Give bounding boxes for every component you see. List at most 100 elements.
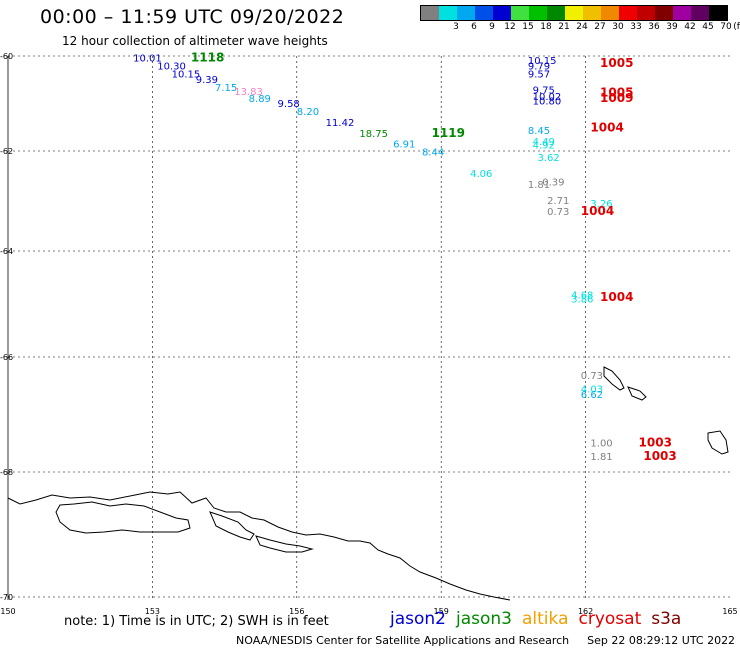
wave-height-label: 10.15 (172, 70, 201, 81)
wave-height-label: 18.75 (359, 129, 388, 140)
lon-tick-label: 159 (434, 607, 449, 616)
wave-height-label: 1.81 (528, 180, 550, 191)
wave-height-label: 10.01 (133, 53, 162, 64)
pass-label: 1004 (590, 120, 623, 134)
pass-label: 1119 (432, 126, 465, 140)
scale-label: 70 (720, 22, 732, 32)
pass-label: 1005 (600, 85, 633, 99)
coastline-path (7, 491, 511, 601)
scale-label: 27 (594, 22, 606, 32)
scale-swatch (655, 6, 673, 20)
wave-height-label: 13.83 (234, 87, 263, 98)
satellite-legend-item: jason3 (456, 609, 512, 629)
wave-height-label: 9.58 (278, 99, 300, 110)
pass-label: 1003 (639, 435, 672, 449)
wave-height-label: 4.03 (581, 385, 603, 396)
wave-height-label: 10.30 (157, 61, 186, 72)
pass-label: 1004 (581, 204, 614, 218)
credit-text: NOAA/NESDIS Center for Satellite Applica… (236, 634, 570, 647)
map-title: 00:00 – 11:59 UTC 09/20/2022 (40, 6, 345, 28)
map-tick-labels: 150 153 156 159 162 165 -60 -62 -64 -66 -68 -70 (0, 52, 738, 616)
pass-label: 1009 (600, 91, 633, 105)
wave-height-label: 8.20 (297, 107, 319, 118)
wave-height-label: 3.86 (571, 295, 593, 306)
wave-height-label: 9.75 (533, 86, 555, 97)
wave-height-label: 10.02 (533, 92, 562, 103)
scale-label: 6 (471, 22, 477, 32)
wave-height-label: 3.62 (537, 153, 559, 164)
credit-line: NOAA/NESDIS Center for Satellite Applica… (236, 634, 735, 647)
scale-label: 15 (522, 22, 534, 32)
lat-tick-label: -68 (0, 468, 13, 477)
scale-swatch (511, 6, 529, 20)
scale-label: 18 (540, 22, 552, 32)
lon-tick-label: 162 (578, 607, 593, 616)
scale-swatch (583, 6, 601, 20)
scale-swatch (601, 6, 619, 20)
lon-tick-label: 156 (289, 607, 304, 616)
scale-unit: (ft) (733, 22, 740, 32)
satellite-legend-item: s3a (651, 609, 682, 629)
scale-swatch (709, 6, 727, 20)
wave-height-label: 9.57 (528, 70, 550, 81)
wave-height-label: 3.26 (590, 199, 612, 210)
wave-height-label: 10.15 (528, 56, 557, 67)
pass-label: 1118 (191, 50, 224, 64)
lat-tick-label: -62 (0, 147, 13, 156)
scale-swatch (457, 6, 475, 20)
wave-height-label: 1.81 (590, 452, 612, 463)
satellite-legend: jason2 jason3 altika cryosat s3a (390, 609, 691, 629)
pass-label: 1005 (600, 56, 633, 70)
scale-label: 30 (612, 22, 624, 32)
wave-height-label: 8.45 (528, 126, 550, 137)
scale-swatch (475, 6, 493, 20)
wave-height-label: 8.44 (422, 148, 444, 159)
wave-height-label: 6.91 (393, 140, 415, 151)
scale-label: 36 (648, 22, 660, 32)
wave-height-label: 7.15 (215, 83, 237, 94)
scale-swatch (637, 6, 655, 20)
lat-tick-label: -60 (0, 52, 13, 61)
scale-swatch (493, 6, 511, 20)
wave-height-label: 10.80 (533, 96, 562, 107)
scale-swatch (421, 6, 439, 20)
wave-height-label: 2.71 (547, 196, 569, 207)
scale-swatch (619, 6, 637, 20)
scale-label: 21 (558, 22, 570, 32)
scale-label: 39 (666, 22, 678, 32)
map-subtitle: 12 hour collection of altimeter wave hei… (62, 34, 328, 48)
scale-label: 45 (702, 22, 714, 32)
wave-height-label: 0.73 (581, 371, 603, 382)
scale-swatch (673, 6, 691, 20)
wave-height-label: 4.92 (533, 141, 555, 152)
wave-height-label: 8.89 (249, 94, 271, 105)
scale-label: 12 (504, 22, 516, 32)
scale-label: 9 (489, 22, 495, 32)
scale-swatch (565, 6, 583, 20)
wave-height-label: 0.73 (547, 207, 569, 218)
lat-tick-label: -70 (0, 593, 13, 602)
wave-height-label: 4.49 (533, 137, 555, 148)
wave-height-label: 1.00 (590, 438, 612, 449)
scale-swatch (691, 6, 709, 20)
footer-note: note: 1) Time is in UTC; 2) SWH is in fe… (64, 614, 329, 629)
lat-tick-label: -64 (0, 247, 13, 256)
wave-height-label: 0.39 (542, 177, 564, 188)
satellite-legend-item: jason2 (390, 609, 446, 629)
satellite-legend-item: cryosat (578, 609, 642, 629)
wave-height-label: 4.68 (571, 290, 593, 301)
scale-swatch (529, 6, 547, 20)
wave-height-label: 9.39 (196, 75, 218, 86)
scale-label: 24 (576, 22, 588, 32)
pass-label: 1004 (600, 290, 633, 304)
scale-label: 33 (630, 22, 642, 32)
scale-label: 3 (453, 22, 459, 32)
wave-height-label: 11.42 (326, 118, 355, 129)
scale-swatch (547, 6, 565, 20)
scale-swatch (439, 6, 457, 20)
satellite-legend-item: altika (522, 609, 569, 629)
antarctica-coastline (7, 366, 729, 601)
